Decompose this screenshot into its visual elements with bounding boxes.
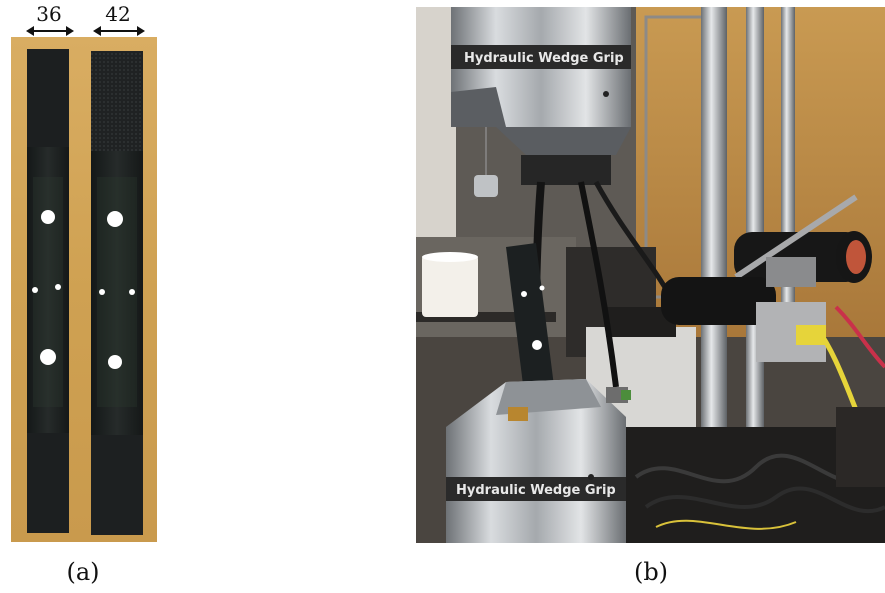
specimen-illustration (27, 49, 143, 535)
specimen-36 (27, 49, 69, 533)
dimension-arrow-36 (26, 26, 74, 36)
upper-grip: Hydraulic Wedge Grip (451, 7, 631, 197)
specimen-42 (91, 51, 143, 535)
caption-a: (a) (66, 558, 100, 586)
upper-grip-label: Hydraulic Wedge Grip (464, 51, 624, 66)
test-rig-illustration: Hydraulic Wedge Grip Hydraulic Wedge Gri… (416, 7, 885, 543)
camera-lower (661, 257, 826, 362)
dimension-label-42: 42 (105, 2, 131, 26)
mounted-specimen (506, 243, 556, 409)
dimension-label-36: 36 (36, 2, 62, 26)
lower-grip-label: Hydraulic Wedge Grip (456, 483, 616, 498)
dimension-arrow-42 (93, 26, 145, 36)
specimen-photo (11, 37, 157, 542)
test-rig-photo: Hydraulic Wedge Grip Hydraulic Wedge Gri… (416, 7, 885, 543)
caption-b: (b) (633, 558, 669, 586)
lower-grip: Hydraulic Wedge Grip (446, 379, 631, 543)
